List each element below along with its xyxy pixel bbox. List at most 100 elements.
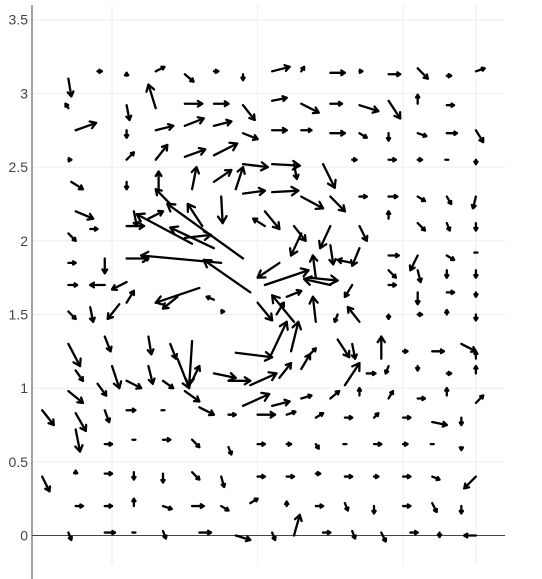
vector-arrow: [67, 232, 77, 242]
vector-arrow: [241, 104, 256, 122]
vector-arrow: [202, 258, 252, 294]
vector-arrow: [131, 471, 137, 481]
vector-arrow: [458, 416, 465, 427]
vector-arrow: [270, 398, 291, 407]
vector-arrow: [356, 387, 363, 397]
vector-arrow: [474, 66, 486, 73]
vector-arrow: [96, 382, 108, 397]
vector-arrow: [270, 294, 296, 323]
vector-arrow: [64, 102, 70, 110]
vector-arrow: [70, 180, 85, 191]
vector-arrow: [169, 342, 179, 360]
vector-arrow: [252, 217, 267, 228]
vector-arrow: [300, 195, 325, 211]
vector-arrow: [358, 224, 369, 242]
vector-arrow: [308, 254, 319, 279]
vector-arrow: [436, 531, 443, 539]
vector-arrow: [74, 120, 98, 132]
vector-arrow: [125, 104, 133, 122]
vector-arrow: [416, 156, 424, 163]
vector-arrow: [431, 348, 446, 355]
vector-arrow: [385, 132, 392, 142]
vector-arrow: [351, 529, 357, 540]
vector-arrow: [416, 221, 427, 232]
vector-arrow: [343, 501, 350, 512]
vector-arrow: [216, 195, 228, 225]
vector-arrow: [169, 225, 216, 250]
vector-arrow: [416, 195, 427, 203]
vector-arrow: [416, 67, 430, 80]
vector-arrow: [329, 100, 344, 107]
vector-arrow: [198, 529, 213, 536]
vector-arrow: [303, 275, 332, 287]
vector-arrow: [67, 389, 85, 405]
vector-arrow: [135, 212, 194, 245]
vector-arrow: [383, 364, 390, 375]
vector-arrow: [292, 163, 300, 181]
vector-arrow: [190, 165, 201, 191]
vector-arrow: [147, 209, 165, 220]
vector-arrow: [473, 364, 479, 375]
vector-arrow: [227, 445, 234, 456]
vector-arrow: [125, 222, 146, 231]
vector-arrow: [463, 532, 478, 539]
vector-arrow: [110, 364, 123, 390]
vector-arrow: [328, 244, 337, 266]
vector-arrow: [270, 126, 288, 134]
vector-arrow: [106, 303, 121, 321]
vector-arrow: [387, 156, 397, 163]
vector-arrow: [212, 68, 220, 75]
vector-arrow: [329, 389, 341, 400]
vector-arrow: [241, 161, 269, 172]
vector-arrow: [103, 470, 114, 477]
vector-arrow: [154, 123, 175, 132]
vector-arrow: [387, 193, 399, 200]
y-tick-label: 2.5: [9, 159, 29, 175]
vector-arrow: [473, 350, 479, 360]
y-tick-label: 2: [20, 233, 28, 249]
vector-arrow: [351, 156, 358, 163]
vector-arrow: [387, 269, 397, 279]
vector-arrow: [220, 504, 230, 512]
vector-arrow: [67, 342, 82, 368]
vector-arrow: [463, 475, 478, 490]
vector-arrow: [256, 301, 274, 322]
vector-arrow: [333, 313, 339, 323]
vector-arrow: [123, 129, 130, 139]
vector-arrow: [318, 224, 332, 250]
vector-arrow: [371, 504, 377, 515]
vector-arrow: [431, 475, 441, 482]
vector-arrow: [473, 158, 479, 166]
vector-arrow: [123, 180, 130, 191]
vector-arrow: [321, 529, 332, 536]
vector-arrow: [256, 473, 267, 480]
vector-arrow: [41, 475, 52, 493]
vector-arrow: [190, 471, 201, 481]
vector-arrow: [103, 409, 112, 424]
vector-arrow: [445, 72, 453, 79]
vector-arrow: [256, 261, 281, 279]
vector-arrow: [74, 412, 88, 433]
vector-arrow: [365, 370, 377, 377]
vector-arrow: [416, 311, 424, 318]
vector-arrow: [358, 68, 364, 75]
vector-arrow: [314, 443, 320, 450]
vector-arrow: [314, 503, 325, 509]
vector-arrow: [401, 503, 412, 509]
vector-arrow: [212, 168, 233, 183]
vector-arrow: [234, 534, 252, 543]
vector-arrow: [314, 412, 325, 419]
vector-arrow: [376, 335, 386, 360]
vector-arrow: [308, 295, 319, 323]
vector-arrow: [275, 301, 285, 316]
vector-arrow: [458, 445, 465, 452]
y-tick-label: 3.5: [9, 12, 29, 28]
vector-arrow: [66, 77, 75, 98]
vector-arrow: [249, 497, 259, 505]
vector-arrow: [444, 269, 450, 279]
y-tick-label: 0.5: [9, 454, 29, 470]
vector-arrow: [263, 210, 281, 231]
vector-arrow: [176, 357, 192, 390]
vector-arrow: [307, 274, 339, 286]
